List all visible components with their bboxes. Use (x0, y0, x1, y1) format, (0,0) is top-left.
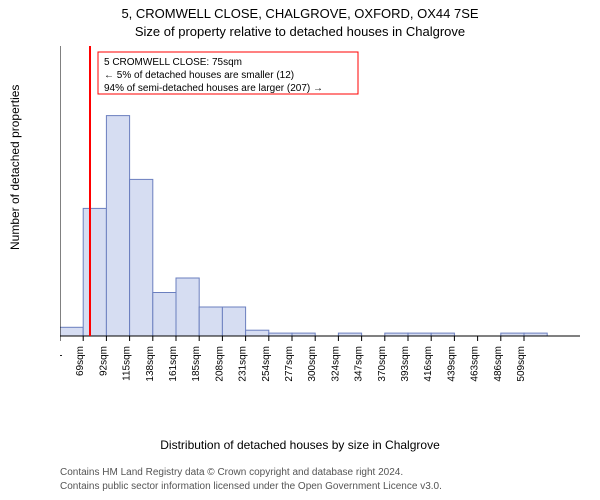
x-tick-label: 347sqm (354, 346, 365, 382)
histogram-plot: 010203040506070809010046sqm69sqm92sqm115… (60, 46, 580, 396)
x-tick-label: 393sqm (400, 346, 411, 382)
x-tick-label: 161sqm (168, 346, 179, 382)
histogram-bar (222, 307, 245, 336)
histogram-bar (106, 116, 129, 336)
x-tick-label: 46sqm (60, 346, 63, 376)
x-tick-label: 208sqm (214, 346, 225, 382)
histogram-bar (246, 330, 269, 336)
histogram-bar (199, 307, 222, 336)
x-tick-label: 92sqm (98, 346, 109, 376)
attribution-line-1: Contains HM Land Registry data © Crown c… (60, 467, 403, 478)
x-tick-label: 277sqm (284, 346, 295, 382)
annotation-line: 94% of semi-detached houses are larger (… (104, 83, 323, 94)
histogram-bar (153, 293, 176, 337)
x-tick-label: 463sqm (470, 346, 481, 382)
x-tick-label: 69sqm (75, 346, 86, 376)
histogram-bar (83, 208, 106, 336)
annotation-line: ← 5% of detached houses are smaller (12) (104, 70, 294, 81)
x-tick-label: 416sqm (423, 346, 434, 382)
x-tick-label: 439sqm (446, 346, 457, 382)
x-tick-label: 324sqm (330, 346, 341, 382)
x-tick-label: 185sqm (191, 346, 202, 382)
x-tick-label: 300sqm (307, 346, 318, 382)
x-tick-label: 231sqm (238, 346, 249, 382)
x-tick-label: 370sqm (377, 346, 388, 382)
x-tick-label: 115sqm (122, 346, 133, 381)
annotation-line: 5 CROMWELL CLOSE: 75sqm (104, 57, 242, 68)
y-axis-label: Number of detached properties (8, 85, 22, 250)
chart-title: 5, CROMWELL CLOSE, CHALGROVE, OXFORD, OX… (0, 6, 600, 21)
x-tick-label: 254sqm (261, 346, 272, 382)
x-tick-label: 509sqm (516, 346, 527, 382)
histogram-bar (176, 278, 199, 336)
chart-subtitle: Size of property relative to detached ho… (0, 24, 600, 39)
x-tick-label: 486sqm (493, 346, 504, 382)
attribution-line-2: Contains public sector information licen… (60, 481, 442, 492)
x-tick-label: 138sqm (145, 346, 156, 382)
histogram-bar (130, 179, 153, 336)
histogram-bar (60, 327, 83, 336)
x-axis-label: Distribution of detached houses by size … (0, 438, 600, 452)
